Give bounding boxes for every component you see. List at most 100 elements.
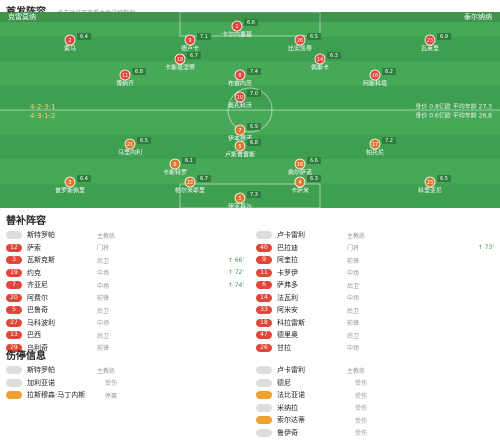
sub-number: 47	[256, 331, 272, 340]
sub-pos: 中场	[97, 270, 110, 278]
player-number: 1	[235, 24, 238, 30]
sub-pos: 中场	[97, 320, 110, 328]
player-rating: 6.5	[310, 34, 318, 40]
player-rating: 6.1	[185, 158, 193, 164]
coach-row: 斯特罗帕 主教练	[6, 364, 244, 377]
player-name: 瓦莱里	[421, 45, 439, 53]
rating-box	[382, 137, 396, 144]
rating-box	[307, 157, 321, 164]
injury-name: 拉斯穆森·马丁内斯	[27, 391, 86, 400]
injury-status: 停赛	[105, 392, 118, 400]
injury-name: 索尔达蒂	[277, 416, 305, 425]
player-name: 卡斯特罗	[163, 169, 187, 177]
sub-row: 33 阿米安 后卫	[256, 304, 494, 317]
player-rating: 6.4	[80, 176, 88, 182]
sub-pos: 后卫	[97, 257, 110, 265]
sub-number: 19	[6, 268, 22, 277]
rating-box	[244, 19, 258, 26]
sub-name: 萨弗多	[277, 281, 298, 290]
sub-row: 18 科拉雷斯 前锋	[256, 317, 494, 330]
sub-name: 德里奥	[277, 331, 298, 340]
rating-box	[182, 157, 196, 164]
sub-pos: 后卫	[97, 332, 110, 340]
injury-row: 法比亚诺 受伤	[256, 389, 494, 402]
coach-role: 主教练	[347, 367, 366, 375]
injury-row: 鲁伊奇 受伤	[256, 427, 494, 440]
injury-name: 德尼	[277, 378, 291, 387]
player-dot	[169, 158, 181, 170]
player-number: 23	[427, 38, 433, 44]
player-name: 帕尔米耶里	[175, 187, 205, 195]
sub-number: 7	[6, 281, 22, 290]
player-dot	[294, 158, 306, 170]
away-formation: 4-3-1-2	[30, 112, 55, 120]
player-number: 5	[238, 144, 241, 150]
rating-box	[247, 90, 261, 97]
sub-row: 20 阿费尔 前锋	[6, 292, 244, 305]
sub-pos: 前锋	[347, 320, 360, 328]
player-rating: 6.3	[330, 53, 338, 59]
player-dot	[124, 138, 136, 150]
player-rating: 7.1	[200, 34, 208, 40]
player-rating: 6.5	[140, 138, 148, 144]
player-number: 4	[298, 180, 301, 186]
player-name: 比安凯蒂	[288, 45, 312, 53]
sub-pos: 中场	[347, 270, 360, 278]
rating-box	[187, 52, 201, 59]
player-rating: 6.6	[310, 158, 318, 164]
player-rating: 7.4	[250, 69, 258, 75]
injury-name: 法比亚诺	[277, 391, 305, 400]
sub-row: 14 法瓦利 中场	[256, 292, 494, 305]
player-rating: 6.2	[385, 69, 393, 75]
coach-role: 主教练	[347, 232, 366, 240]
sub-row: 19 约克 中场 ↑ 72'	[6, 267, 244, 280]
injury-status: 受伤	[355, 380, 368, 388]
injury-section: 伤停信息 斯特罗帕 主教练 加利亚诺 受伤 拉斯穆森·马丁内斯 停赛 卢卡雷利 主教练 德尼 受伤…	[0, 345, 500, 439]
injury-icon	[6, 378, 22, 387]
player-dot	[294, 176, 306, 188]
pitch-stripe	[0, 110, 500, 135]
player-dot	[234, 140, 246, 152]
sub-time: ↑ 73'	[477, 244, 494, 252]
pitch-stripe	[0, 85, 500, 110]
player-name: 索马	[64, 45, 76, 53]
sub-name: 科拉雷斯	[277, 318, 305, 327]
player-name: 佩尔萨诺	[288, 169, 312, 177]
sub-pos: 中场	[347, 295, 360, 303]
rating-box	[327, 52, 341, 59]
player-number: 16	[297, 162, 303, 168]
rating-box	[307, 33, 321, 40]
sub-number: 29	[6, 343, 22, 352]
injury-status: 受伤	[355, 417, 368, 425]
sub-name: 巴拉迪	[277, 243, 298, 252]
rating-box	[197, 175, 211, 182]
center-circle	[227, 87, 273, 133]
sub-name: 卡罗伊	[277, 268, 298, 277]
sub-row: 27 马科波利 中场	[6, 317, 244, 330]
sub-number: 20	[6, 293, 22, 302]
sub-row: 5 巴鲁奇 后卫	[6, 304, 244, 317]
player-rating: 6.8	[135, 69, 143, 75]
sub-number: 18	[256, 318, 272, 327]
away-team-name: 泰尔纳纳	[464, 12, 492, 21]
player-rating: 6.6	[247, 20, 255, 26]
sub-number: 33	[256, 306, 272, 315]
injury-row: 索尔达蒂 受伤	[256, 414, 494, 427]
sub-name: 瓦斯克斯	[27, 256, 55, 265]
sub-name: 萨索	[27, 243, 41, 252]
rating-box	[382, 68, 396, 75]
player-dot	[119, 69, 131, 81]
player-dot	[64, 176, 76, 188]
rating-box	[247, 68, 261, 75]
player-rating: 7.0	[250, 91, 258, 97]
rating-box	[247, 139, 261, 146]
sub-number: 14	[256, 293, 272, 302]
box-bottom	[179, 183, 321, 208]
player-name: 奥孔科沃	[228, 102, 252, 110]
lineup-header: 首发阵容 点击球员可查看本场详细数据	[0, 0, 500, 18]
sub-name: 阿米安	[277, 306, 298, 315]
player-number: 23	[427, 180, 433, 186]
player-dot	[231, 20, 243, 32]
player-rating: 6.8	[250, 140, 258, 146]
injury-away: 卢卡雷利 主教练 德尼 受伤 法比亚诺 受伤 米纳拉 受伤 索尔达蒂 受伤 鲁伊奇 受伤	[250, 364, 500, 439]
